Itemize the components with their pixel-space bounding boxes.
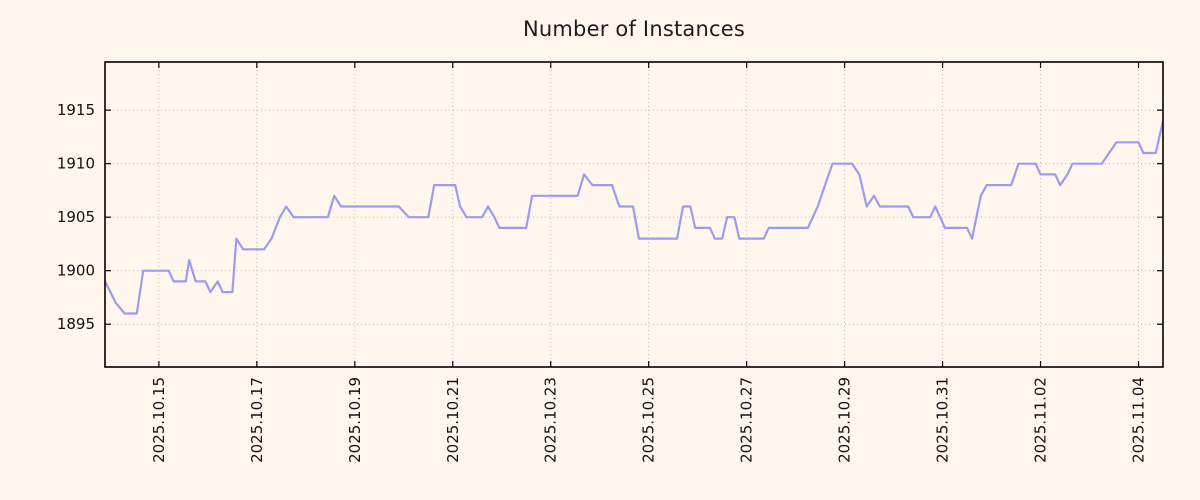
x-tick-label: 2025.11.04 — [1130, 377, 1148, 463]
x-tick-label: 2025.10.19 — [346, 377, 364, 463]
y-tick-label: 1895 — [57, 315, 95, 333]
x-tick-label: 2025.10.25 — [640, 377, 658, 463]
chart-title: Number of Instances — [522, 17, 745, 41]
tick-marks — [105, 62, 1163, 367]
x-tick-label: 2025.10.21 — [444, 377, 462, 463]
x-tick-label: 2025.11.02 — [1032, 377, 1050, 463]
series-line-instances — [105, 119, 1163, 315]
x-tick-label: 2025.10.31 — [934, 377, 952, 463]
series-group — [105, 119, 1163, 315]
x-tick-label: 2025.10.17 — [248, 377, 266, 463]
x-tick-label: 2025.10.15 — [150, 377, 168, 463]
y-tick-label: 1905 — [57, 208, 95, 226]
x-tick-label: 2025.10.23 — [542, 377, 560, 463]
y-tick-label: 1910 — [57, 155, 95, 173]
y-tick-label: 1915 — [57, 101, 95, 119]
x-tick-label: 2025.10.27 — [738, 377, 756, 463]
tick-labels: 1895 1900 1905 1910 1915 2025.10.15 2025.10.17… — [57, 101, 1148, 463]
x-tick-label: 2025.10.29 — [836, 377, 854, 463]
plot-frame — [104, 61, 1164, 368]
y-tick-label: 1900 — [57, 262, 95, 280]
